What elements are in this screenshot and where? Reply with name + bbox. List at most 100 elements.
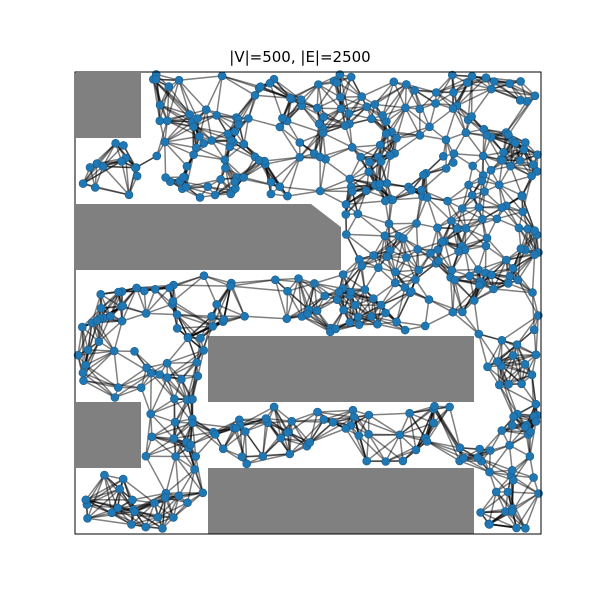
graph-node [303, 309, 312, 319]
graph-node [405, 408, 414, 418]
graph-node [344, 109, 354, 118]
graph-edge [405, 84, 421, 110]
graph-edge [399, 405, 435, 436]
graph-edge [145, 303, 173, 315]
graph-node [411, 445, 421, 455]
graph-node [189, 150, 198, 159]
graph-node [437, 237, 447, 247]
graph-node [368, 294, 378, 303]
graph-node [282, 314, 292, 324]
obstacle-top-left [76, 73, 141, 138]
graph-edge [132, 492, 167, 501]
graph-node [341, 424, 351, 433]
graph-node [332, 295, 342, 305]
graph-node [212, 111, 221, 120]
graph-edge [309, 416, 355, 444]
graph-node [162, 358, 172, 368]
graph-node [211, 430, 220, 439]
graph-node [118, 301, 127, 311]
graph-edge [342, 273, 366, 291]
graph-edge [480, 491, 509, 514]
graph-edge [317, 84, 325, 118]
graph-node [341, 200, 351, 209]
graph-edge [452, 311, 480, 335]
graph-edge [385, 434, 401, 462]
graph-edge [385, 84, 407, 122]
graph-edge [380, 282, 396, 306]
graph-node [192, 358, 202, 367]
graph-node [533, 311, 543, 320]
graph-edge [254, 94, 291, 99]
graph-node [362, 102, 372, 111]
graph-node [467, 71, 477, 81]
graph-edge [395, 292, 411, 323]
graph-node [473, 453, 482, 462]
graph-edge [478, 333, 499, 363]
graph-edge [246, 453, 290, 465]
graph-edge [405, 83, 437, 105]
graph-node [92, 316, 102, 326]
graph-edge [244, 431, 248, 464]
graph-node [454, 247, 463, 256]
graph-edge [426, 196, 452, 222]
graph-edge [121, 287, 138, 322]
graph-node [400, 325, 410, 335]
graph-node [100, 470, 109, 480]
graph-node [348, 405, 358, 415]
graph-node [250, 91, 260, 100]
graph-edge [286, 157, 301, 197]
graph-node [346, 287, 356, 297]
graph-edge [172, 300, 214, 327]
graph-edge [274, 279, 310, 311]
graph-edge [316, 291, 340, 312]
graph-edge [113, 350, 119, 388]
graph-edge [470, 88, 492, 118]
graph-edge [248, 117, 281, 128]
graph-edge [501, 207, 520, 229]
graph-node [503, 487, 513, 497]
graph-edge [402, 238, 420, 271]
graph-node [261, 414, 271, 423]
graph-node [132, 283, 141, 293]
graph-node [528, 160, 538, 169]
graph-node [420, 321, 430, 331]
graph-node [501, 255, 511, 265]
graph-edge [447, 184, 470, 202]
graph-edge [521, 195, 536, 231]
graph-node [150, 498, 159, 508]
graph-edge [365, 434, 370, 462]
graph-node [338, 270, 348, 279]
graph-edge [166, 377, 188, 401]
graph-node [203, 182, 212, 191]
graph-edge [395, 107, 407, 139]
graph-node [320, 291, 330, 301]
graph-node [441, 135, 451, 145]
graph-edge [223, 285, 232, 320]
graph-node [115, 484, 124, 494]
graph-node [506, 161, 515, 171]
graph-node [469, 296, 479, 305]
graph-edge [178, 79, 191, 115]
graph-edge [368, 414, 401, 436]
graph-edge [509, 275, 533, 294]
graph-node [530, 226, 539, 235]
graph-edge [531, 254, 536, 293]
graph-node [438, 152, 448, 161]
graph-node [244, 114, 253, 123]
graph-edge [159, 79, 180, 106]
graph-node [378, 111, 388, 120]
graph-node [357, 92, 367, 101]
graph-node [384, 219, 394, 228]
graph-node [165, 283, 174, 293]
graph-node [373, 319, 382, 329]
graph-node [231, 423, 241, 433]
graph-node [364, 410, 374, 420]
graph-node [347, 187, 357, 196]
graph-node [429, 418, 438, 428]
graph-node [499, 148, 508, 157]
graph-node [520, 359, 530, 369]
graph-node [357, 261, 367, 271]
graph-edge [193, 126, 229, 135]
graph-node [319, 112, 329, 122]
graph-edge [301, 315, 331, 333]
